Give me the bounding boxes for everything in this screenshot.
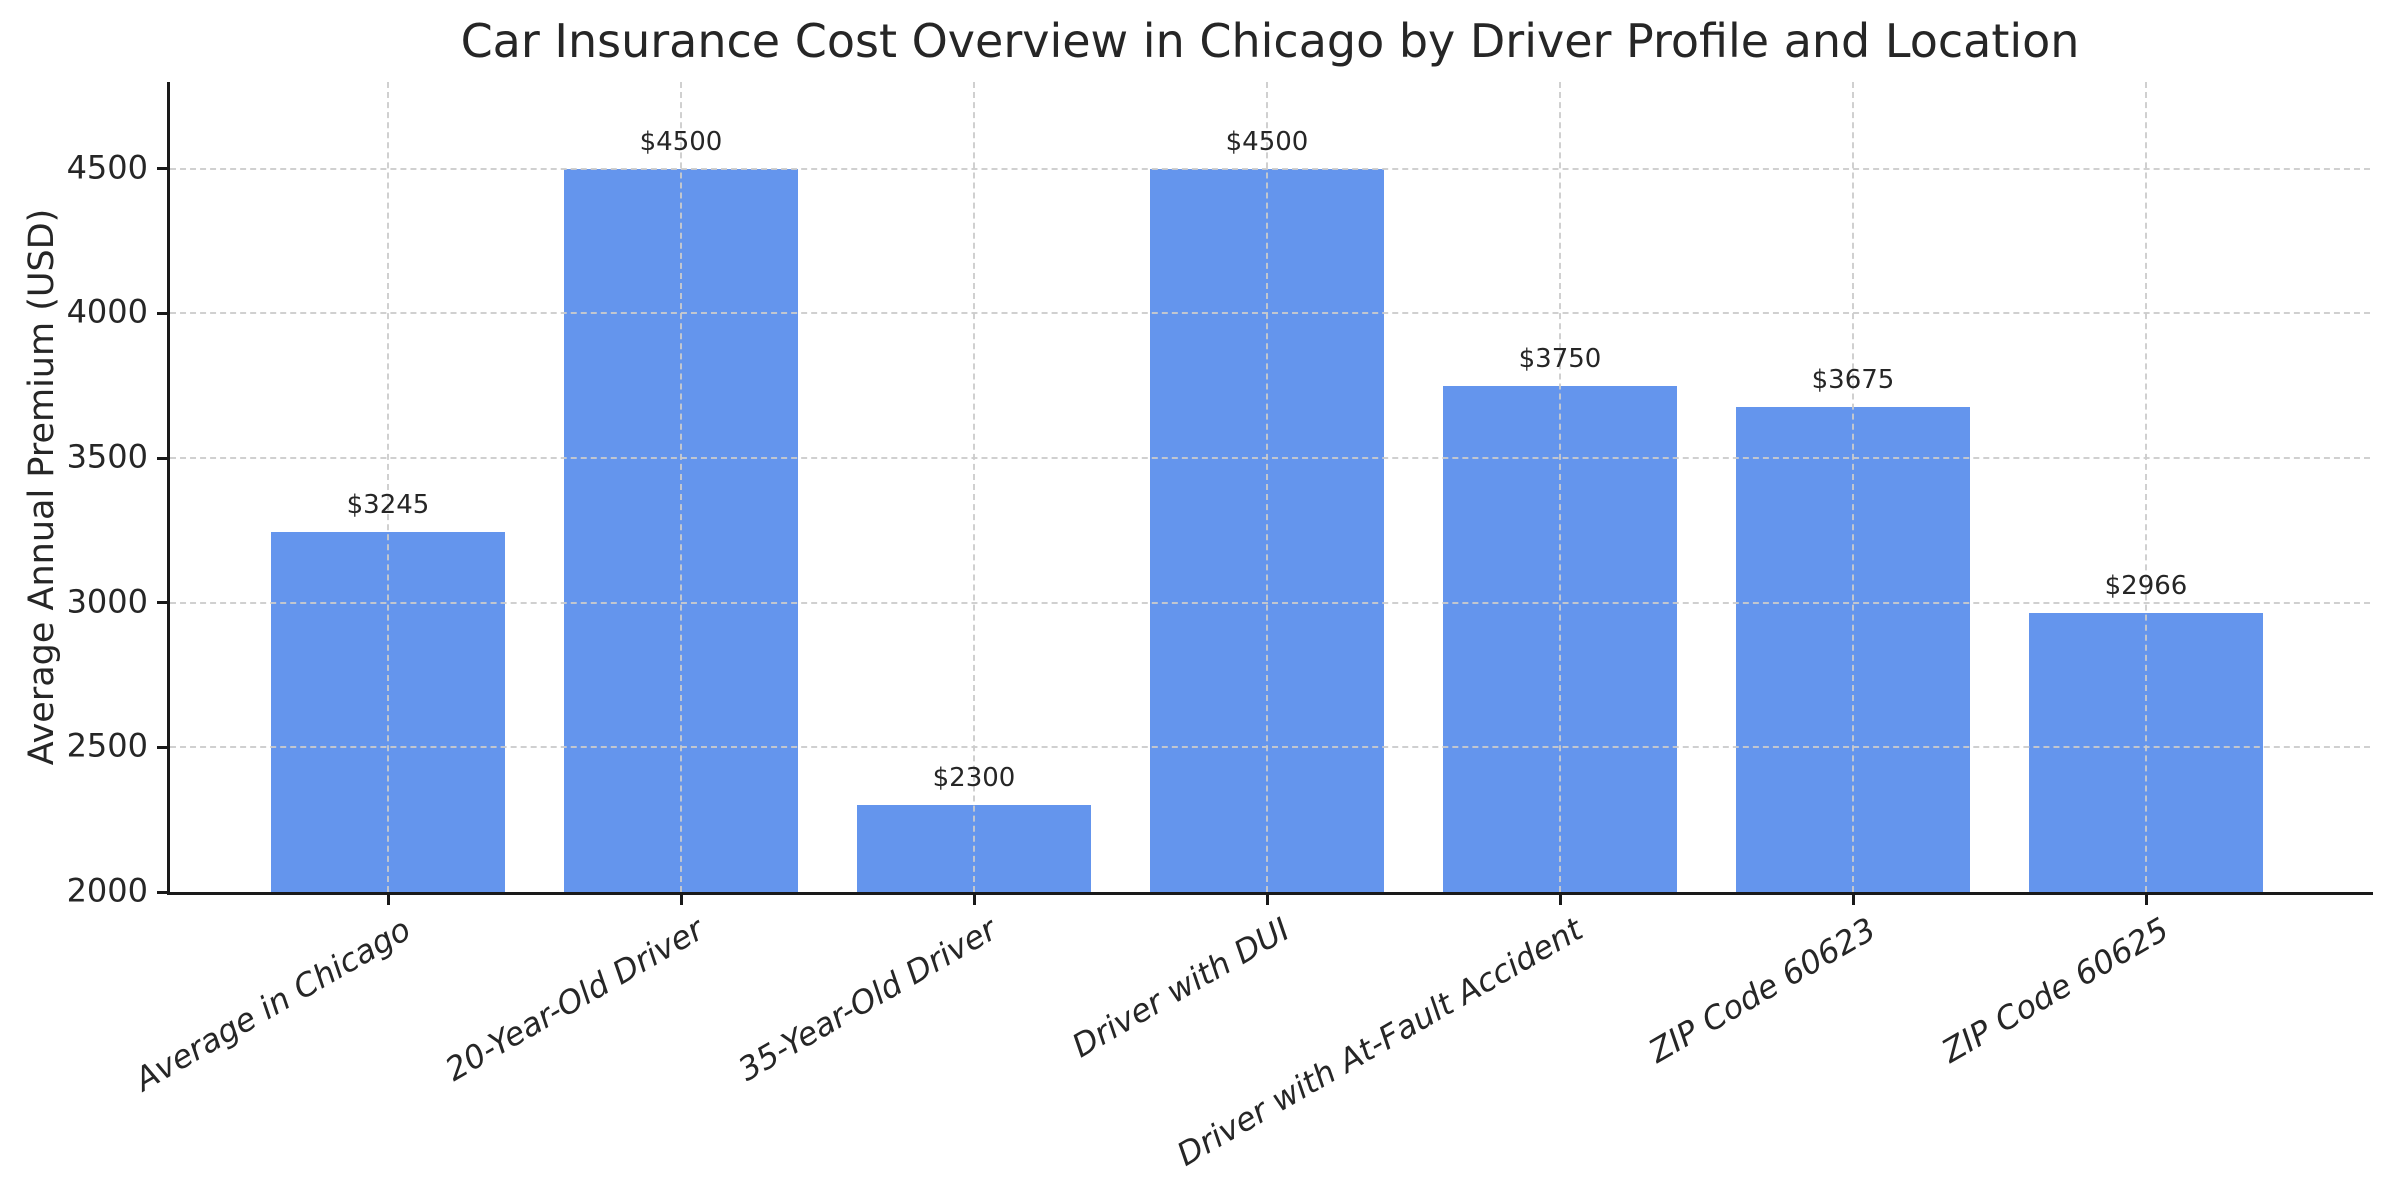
h-gridline [170,457,2370,460]
y-tick-mark [157,745,167,749]
x-tick-mark [386,895,390,905]
x-tick-mark [1851,895,1855,905]
v-gridline [2145,82,2147,892]
y-tick-mark [157,167,167,171]
x-axis-spine [167,892,2373,895]
bar-value-label: $2966 [2104,570,2188,601]
v-gridline [1852,82,1854,892]
x-tick-label: ZIP Code 60625 [1935,910,2175,1071]
y-tick-label: 3000 [66,582,148,621]
x-tick-mark [972,895,976,905]
y-tick-label: 2000 [66,871,148,910]
y-axis-spine [167,82,170,895]
y-tick-mark [157,456,167,460]
y-tick-label: 3500 [66,437,148,476]
x-tick-mark [679,895,683,905]
y-tick-mark [157,311,167,315]
y-tick-label: 2500 [66,726,148,765]
plot-area: 2000 2500 3000 3500 4000 4500 Average in Chica… [67,82,2373,1174]
v-gridline [680,82,682,892]
y-tick-mark [157,601,167,605]
x-tick-label: 20-Year-Old Driver [438,910,710,1089]
bar-value-label: $4500 [639,126,723,157]
bar-value-label: $3750 [1518,343,1602,374]
v-gridline [973,82,975,892]
x-tick-mark [1265,895,1269,905]
h-gridline [170,601,2370,604]
bar-value-label: $2300 [932,763,1016,794]
h-gridline [170,312,2370,315]
h-gridline [170,167,2370,170]
chart-title: Car Insurance Cost Overview in Chicago b… [460,14,2080,68]
y-axis-label: Average Annual Premium (USD) [22,208,62,766]
y-tick-mark [157,890,167,894]
bar-value-label: $3245 [346,489,430,520]
v-gridline [1559,82,1561,892]
y-tick-label: 4000 [66,292,148,331]
x-tick-mark [2144,895,2148,905]
v-gridline [1266,82,1268,892]
x-tick-label: ZIP Code 60623 [1642,910,1882,1071]
x-tick-label: Average in Chicago [128,910,417,1099]
x-tick-label: Driver with DUI [1065,910,1296,1066]
bar-value-label: $4500 [1225,126,1309,157]
x-tick-mark [1558,895,1562,905]
y-tick-label: 4500 [66,148,148,187]
h-gridline [170,746,2370,749]
v-gridline [387,82,389,892]
x-tick-label: 35-Year-Old Driver [731,910,1003,1089]
bar-value-label: $3675 [1811,365,1895,396]
